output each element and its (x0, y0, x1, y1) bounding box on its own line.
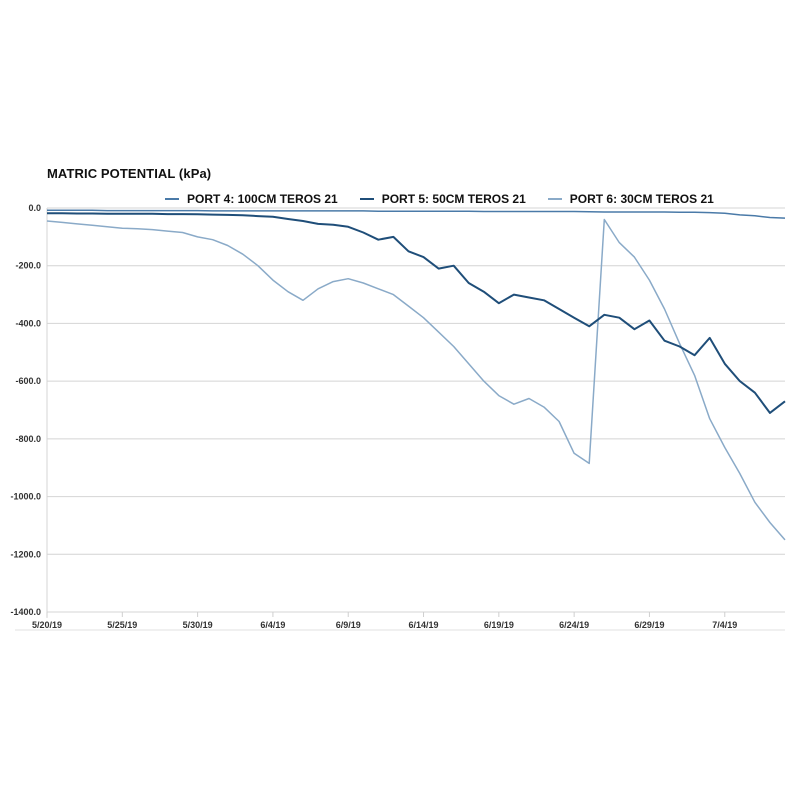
y-tick-label: -400.0 (15, 318, 41, 328)
x-axis: 5/20/19 5/25/19 5/30/19 6/4/19 6/9/19 6/14/19… (15, 612, 785, 631)
y-tick-label: -800.0 (15, 434, 41, 444)
x-tick-label: 6/9/19 (336, 620, 361, 630)
y-tick-label: -600.0 (15, 376, 41, 386)
legend-item-port-4[interactable]: PORT 4: 100CM TEROS 21 (165, 192, 338, 206)
x-tick-label: 6/29/19 (634, 620, 664, 630)
series-line-port-6 (46, 218, 786, 541)
x-tick-label: 6/4/19 (260, 620, 285, 630)
gridlines (47, 207, 785, 613)
x-tick-label: 6/24/19 (559, 620, 589, 630)
y-tick-label: -1000.0 (10, 492, 41, 502)
data-series (46, 209, 786, 541)
legend-swatch-port-5 (359, 198, 374, 200)
legend-label-port-5: PORT 5: 50CM TEROS 21 (381, 192, 526, 206)
legend-item-port-6[interactable]: PORT 6: 30CM TEROS 21 (547, 192, 714, 206)
series-line-port-4 (47, 209, 786, 219)
y-tick-label: -200.0 (15, 261, 41, 271)
legend-label-port-6: PORT 6: 30CM TEROS 21 (569, 192, 714, 206)
x-tick-label: 5/25/19 (107, 620, 137, 630)
y-tick-label: -1200.0 (10, 549, 41, 559)
series-line-port-5 (47, 212, 786, 414)
x-tick-label: 6/19/19 (484, 620, 514, 630)
y-axis: 0.0 -200.0 -400.0 -600.0 -800.0 -1000.0 -1200.… (10, 203, 48, 618)
x-tick-label: 5/30/19 (183, 620, 213, 630)
x-tick-label: 6/14/19 (409, 620, 439, 630)
legend: PORT 4: 100CM TEROS 21 PORT 5: 50CM TERO… (165, 192, 714, 206)
legend-label-port-4: PORT 4: 100CM TEROS 21 (187, 192, 338, 206)
x-tick-label: 5/20/19 (32, 620, 62, 630)
y-tick-label: 0.0 (28, 203, 41, 213)
y-tick-label: -1400.0 (10, 607, 41, 617)
x-tick-label: 7/4/19 (712, 620, 737, 630)
legend-swatch-port-4 (165, 198, 179, 200)
chart-title: MATRIC POTENTIAL (kPa) (47, 166, 212, 181)
legend-swatch-port-6 (547, 198, 562, 200)
legend-item-port-5[interactable]: PORT 5: 50CM TEROS 21 (359, 192, 526, 206)
